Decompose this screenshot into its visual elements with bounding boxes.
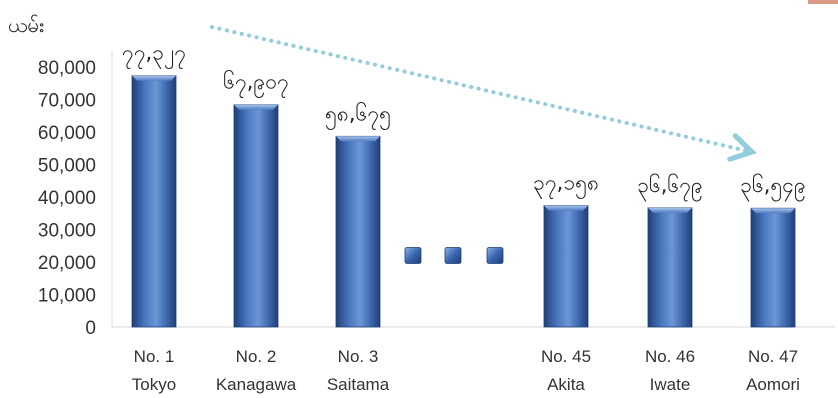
bar-cap-1 <box>132 75 176 81</box>
gap-marker <box>444 247 462 264</box>
trend-arrow <box>210 25 757 162</box>
bar-cap-5 <box>648 207 692 213</box>
bar-4 <box>543 205 589 328</box>
corner-accent-mark <box>808 0 838 4</box>
data-label: ၃၆,၆၇၉ <box>637 172 703 202</box>
y-tick-label: 20,000 <box>38 253 96 274</box>
y-tick-label: 30,000 <box>38 221 96 242</box>
category-rank-label: No. 45 <box>541 347 591 366</box>
data-label: ၇၇,၃၂၇ <box>122 41 186 70</box>
category-name-label: Akita <box>547 375 585 394</box>
y-tick-label: 70,000 <box>38 91 96 112</box>
y-tick-label: 50,000 <box>38 156 96 177</box>
y-tick-label: 40,000 <box>38 188 96 209</box>
bar-cap-4 <box>544 205 588 211</box>
bar-5 <box>647 207 693 328</box>
category-name-label: Kanagawa <box>216 375 297 394</box>
y-axis-unit-label: ယမ်း <box>8 13 44 37</box>
category-name-label: Tokyo <box>132 375 176 394</box>
category-name-label: Saitama <box>327 375 390 394</box>
bar-1 <box>131 75 177 328</box>
category-name-label: Iwate <box>650 375 691 394</box>
category-rank-label: No. 1 <box>134 347 175 366</box>
gap-marker <box>486 247 504 264</box>
bar-cap-6 <box>751 208 795 214</box>
bar-cap-2 <box>234 104 278 110</box>
data-label: ၆၇,၉၀၇ <box>223 69 289 99</box>
category-rank-label: No. 46 <box>645 347 695 366</box>
bar-3 <box>335 135 381 328</box>
y-tick-label: 0 <box>85 318 96 339</box>
category-rank-label: No. 47 <box>748 347 798 366</box>
data-label: ၃၆,၅၄၉ <box>740 172 806 202</box>
category-name-label: Aomori <box>746 375 800 394</box>
data-label: ၃၇,၁၅၈ <box>533 171 599 200</box>
category-rank-label: No. 2 <box>236 347 277 366</box>
data-label: ၅၈,၆၇၅ <box>325 100 391 130</box>
y-tick-label: 80,000 <box>38 58 96 79</box>
bar-cap-3 <box>336 136 380 142</box>
category-rank-label: No. 3 <box>338 347 379 366</box>
y-tick-label: 10,000 <box>38 286 96 307</box>
bar-6 <box>750 207 796 328</box>
bar-2 <box>233 104 279 328</box>
y-tick-label: 60,000 <box>38 123 96 144</box>
gap-marker <box>404 247 422 264</box>
